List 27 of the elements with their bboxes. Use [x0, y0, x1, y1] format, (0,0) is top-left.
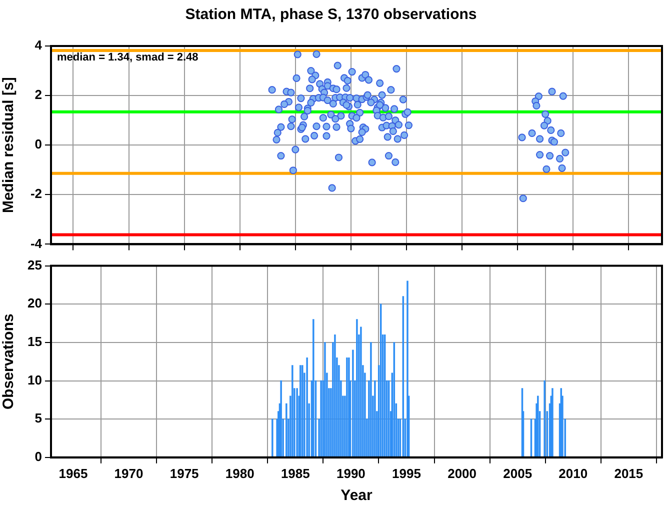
y-tick-label: 0: [34, 136, 42, 152]
y-tick-label: 10: [28, 372, 42, 388]
y-tick-label: 25: [28, 257, 42, 272]
x-tick-label: 1965: [58, 466, 88, 481]
x-tick-label: 1990: [336, 466, 366, 481]
x-tick-label: 2000: [448, 466, 476, 481]
y-tick-label: 20: [28, 296, 42, 311]
x-tick-label: 2010: [558, 466, 588, 481]
x-tick-label: 1975: [170, 466, 199, 481]
y-tick-label: 0: [34, 448, 42, 464]
y-tick-label: 4: [34, 38, 43, 53]
y-tick-label: 5: [34, 410, 42, 426]
x-tick-label: 2015: [614, 466, 644, 481]
x-tick-label: 1970: [114, 466, 144, 481]
y-axis-title: Median residual [s]: [0, 77, 18, 214]
y-axis-title: Observations: [0, 314, 18, 410]
y-tick-label: 2: [34, 87, 42, 102]
x-tick-label: 1995: [392, 466, 421, 481]
chart-title: Station MTA, phase S, 1370 observations: [185, 6, 477, 24]
annotation: median = 1.34, smad = 2.48: [57, 52, 198, 64]
x-tick-label: 2005: [503, 466, 532, 481]
x-tick-label: 1980: [225, 466, 254, 481]
x-tick-label: 1985: [280, 466, 310, 481]
y-tick-label: 15: [28, 334, 42, 350]
y-tick-label: -4: [30, 236, 43, 251]
y-tick-label: -2: [30, 186, 42, 202]
x-axis-title: Year: [340, 487, 373, 504]
